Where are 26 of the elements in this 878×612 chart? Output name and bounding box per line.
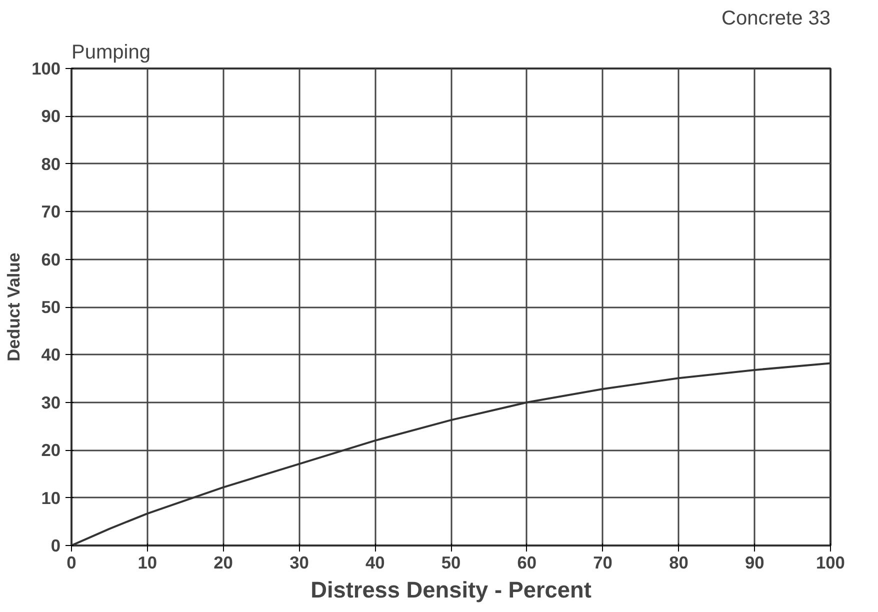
x-tick-label: 20 (214, 552, 233, 572)
y-tick-label: 20 (41, 440, 61, 460)
y-tick-label: 0 (50, 536, 61, 556)
text: Concrete 33 (722, 8, 831, 30)
y-axis-title: Deduct Value (4, 252, 24, 362)
x-tick-label: 90 (744, 552, 764, 572)
y-tick-label: 60 (41, 249, 61, 270)
y-tick-label: 80 (41, 154, 61, 174)
x-tick-label: 30 (290, 552, 309, 572)
x-tick-label: 50 (441, 552, 461, 572)
x-tick-label: 60 (517, 552, 537, 572)
x-tick-label: 70 (593, 552, 612, 572)
y-tick-label: 50 (41, 297, 61, 317)
x-tick-label: 10 (138, 552, 158, 572)
chart-title: Pumping (72, 42, 150, 64)
x-tick-label: 40 (365, 552, 385, 572)
y-tick-label: 100 (32, 58, 61, 78)
y-tick-label: 40 (41, 344, 61, 365)
x-axis-title: Distress Density - Percent (310, 576, 592, 602)
x-tick-label: 100 (816, 552, 845, 572)
y-tick-label: 70 (41, 202, 61, 222)
y-tick-label: 10 (41, 488, 61, 508)
y-tick-label: 90 (41, 106, 61, 126)
x-tick-label: 80 (669, 552, 688, 572)
y-tick-label: 30 (41, 392, 61, 412)
x-tick-label: 0 (66, 552, 76, 572)
